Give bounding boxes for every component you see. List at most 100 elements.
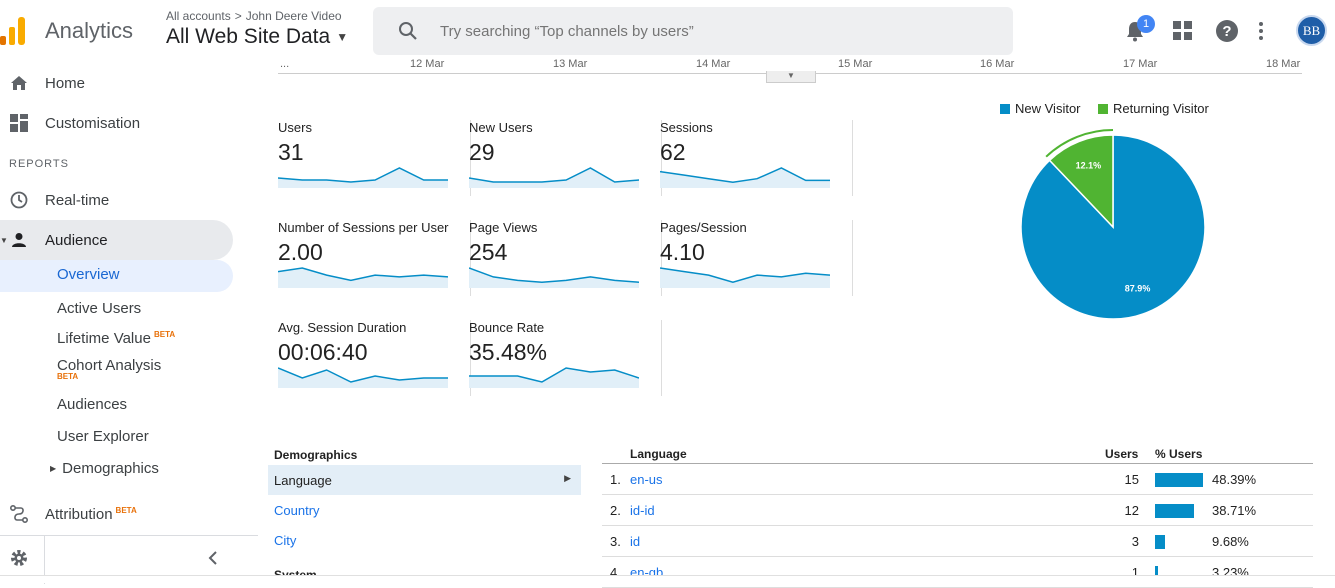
metric-new-users[interactable]: New Users 29 [469,120,662,200]
demographics-item-country[interactable]: Country [268,495,581,525]
user-avatar[interactable]: BB [1296,15,1327,46]
metric-divider [470,120,471,196]
sidebar-label-audience: Audience [45,231,108,249]
timeline-tick: 18 Mar [1266,58,1301,70]
demographics-label: Country [274,503,320,518]
pct-users-bar [1155,535,1165,549]
collapse-sidebar-chevron-icon[interactable] [208,550,218,566]
language-link[interactable]: id-id [630,503,655,518]
pct-users-bar [1155,504,1194,518]
beta-badge: BETA [57,372,79,381]
metric-value: 35.48% [469,339,548,365]
language-link[interactable]: en-us [630,472,663,487]
notification-count-badge: 1 [1137,15,1155,33]
col-header-pct-users[interactable]: % Users [1155,447,1203,461]
table-header: Language Users % Users [602,444,1313,464]
search-box[interactable] [373,7,1013,55]
sparkline-area [278,368,448,388]
beta-badge: BETA [153,330,176,339]
breadcrumb-separator: > [234,9,242,23]
sidebar-subitem-audiences[interactable]: Audiences [57,396,128,413]
sidebar-subitem-active-users[interactable]: Active Users [57,300,142,317]
breadcrumb-account[interactable]: John Deere Video [245,9,342,23]
col-header-language: Language [630,447,687,461]
metric-avg-session-duration[interactable]: Avg. Session Duration 00:06:40 [278,320,471,400]
legend-returning-visitor[interactable]: Returning Visitor [1098,101,1209,116]
sparkline-area [278,168,448,188]
timeline-tick: 12 Mar [410,58,445,70]
demographics-item-language[interactable]: Language ▶ [268,465,581,495]
right-caret-icon: ▶ [564,473,571,483]
search-icon [399,22,417,40]
person-icon [12,233,26,247]
metric-divider [661,120,662,196]
metric-name: Users [278,120,312,135]
beta-badge: BETA [115,505,137,515]
app-name: Analytics [45,18,134,43]
settings-gear-icon[interactable] [10,549,28,567]
table-row[interactable]: 1. en-us 15 48.39% [602,464,1313,495]
chart-collapse-handle[interactable]: ▼ [766,71,816,83]
sparkline [278,267,448,288]
pct-users-bar [1155,473,1204,487]
metric-users[interactable]: Users 31 [278,120,471,200]
col-header-users[interactable]: Users [1105,447,1139,461]
apps-grid-icon[interactable] [1173,21,1192,40]
sparkline [660,167,830,188]
sparkline-area [469,368,639,388]
users-cell: 1 [1131,565,1139,580]
sidebar-subitem-cohort-analysis[interactable]: Cohort Analysis BETA [57,357,161,381]
pct-users-cell: 38.71% [1212,503,1257,518]
metric-bounce-rate[interactable]: Bounce Rate 35.48% [469,320,662,400]
search-input[interactable] [440,22,980,40]
sparkline-line [278,167,448,183]
sidebar-subitem-demographics[interactable]: ▶ Demographics [50,460,159,477]
metric-divider [852,120,853,196]
analytics-logo-icon[interactable] [0,14,30,46]
sparkline-line [660,167,830,183]
metric-value: 29 [469,139,495,165]
sidebar-sublabel-cohort-analysis: Cohort Analysis [57,357,162,374]
table-body: 1. en-us 15 48.39% 2. id-id 12 38.71% 3. id 3 9.68%… [602,464,1313,588]
metric-sessions-per-user[interactable]: Number of Sessions per User 2.00 [278,220,471,300]
sparkline-line [469,367,639,383]
sidebar-item-audience[interactable]: ▼ Audience [0,220,233,260]
view-name: All Web Site Data [166,25,331,48]
sparkline [660,267,830,288]
pie-slice-returning-visitor[interactable] [1048,134,1114,229]
table-row[interactable]: 3. id 3 9.68% [602,526,1313,557]
pie-slice-label: 12.1% [1076,160,1102,170]
demographics-label: Language [274,473,332,488]
sidebar-subitem-overview[interactable]: Overview [0,260,233,292]
svg-text:?: ? [1222,23,1231,40]
more-vert-icon[interactable] [1258,20,1264,42]
account-selector[interactable]: All accounts > John Deere Video All Web … [166,9,348,49]
metric-sessions[interactable]: Sessions 62 [660,120,853,200]
timeline-tick: 17 Mar [1123,58,1158,70]
table-row[interactable]: 2. id-id 12 38.71% [602,495,1313,526]
language-link[interactable]: id [630,534,641,549]
sidebar-label-customisation: Customisation [45,114,141,132]
metric-name: Number of Sessions per User [278,220,449,235]
help-icon[interactable]: ? [1216,20,1238,42]
expand-caret-icon: ▼ [0,236,8,245]
caret-down-icon: ▼ [336,30,349,44]
metric-page-views[interactable]: Page Views 254 [469,220,662,300]
breadcrumb-all-accounts[interactable]: All accounts [166,9,231,23]
demographics-label: City [274,533,297,548]
metric-name: Sessions [660,120,713,135]
metric-value: 2.00 [278,239,323,265]
demographics-item-city[interactable]: City [268,525,581,555]
reports-section-label: REPORTS [9,158,69,170]
view-selector[interactable]: All Web Site Data ▼ [166,25,348,49]
users-cell: 3 [1131,534,1139,549]
timeline-tick: 16 Mar [980,58,1015,70]
sidebar-subitem-user-explorer[interactable]: User Explorer [57,428,149,445]
sparkline-line [469,167,639,183]
pct-users-cell: 9.68% [1212,534,1249,549]
metric-pages-per-session[interactable]: Pages/Session 4.10 [660,220,853,300]
legend-new-visitor[interactable]: New Visitor [1000,101,1081,116]
table-row[interactable]: 4. en-gb 1 3.23% [602,557,1313,588]
page-bottom-edge [0,575,1335,583]
sidebar-subitem-lifetime-value[interactable]: Lifetime Value BETA [57,330,175,347]
